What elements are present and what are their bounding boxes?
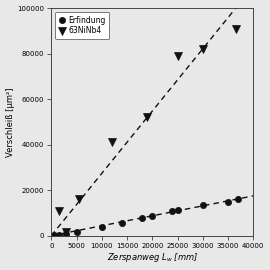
63NiNb4 xyxy=(176,54,179,58)
Line: Erfindung: Erfindung xyxy=(51,196,241,239)
Erfindung xyxy=(52,234,55,237)
X-axis label: Zerspanweg $L_w$ [mm]: Zerspanweg $L_w$ [mm] xyxy=(107,251,198,264)
Erfindung xyxy=(226,200,230,203)
63NiNb4 xyxy=(57,209,60,212)
Y-axis label: Verschleiß [µm²]: Verschleiß [µm²] xyxy=(6,87,15,157)
Erfindung xyxy=(65,232,68,235)
Erfindung xyxy=(120,222,124,225)
63NiNb4 xyxy=(234,27,237,30)
Erfindung xyxy=(141,216,144,219)
Legend: Erfindung, 63NiNb4: Erfindung, 63NiNb4 xyxy=(55,12,109,39)
Erfindung xyxy=(151,215,154,218)
Erfindung xyxy=(171,209,174,212)
63NiNb4 xyxy=(201,48,204,51)
63NiNb4 xyxy=(110,141,113,144)
Erfindung xyxy=(176,208,179,211)
Erfindung xyxy=(57,234,60,237)
Line: 63NiNb4: 63NiNb4 xyxy=(55,24,240,237)
Erfindung xyxy=(201,203,204,207)
63NiNb4 xyxy=(65,231,68,234)
63NiNb4 xyxy=(146,116,149,119)
Erfindung xyxy=(237,198,240,201)
63NiNb4 xyxy=(77,198,81,201)
Erfindung xyxy=(75,231,78,234)
Erfindung xyxy=(100,225,103,228)
